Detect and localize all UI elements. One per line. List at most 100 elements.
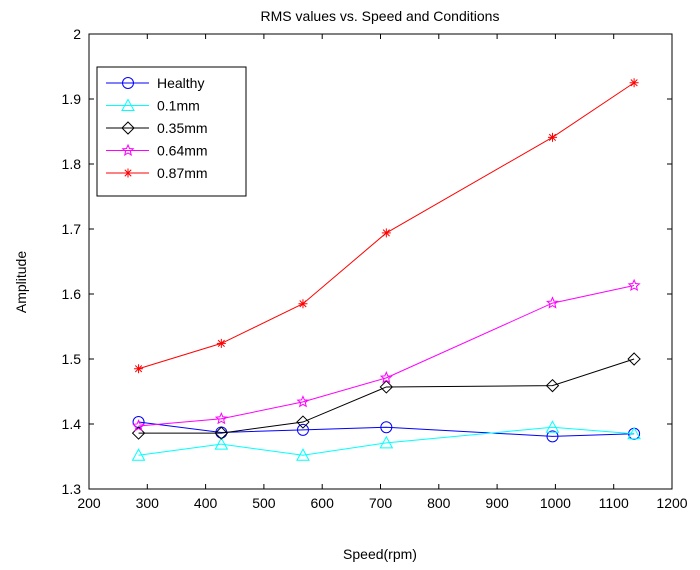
marker-asterisk-d2 — [217, 339, 225, 347]
x-tick-label: 800 — [427, 495, 451, 511]
marker-asterisk-d2 — [134, 365, 143, 373]
data-point-0-35mm — [545, 378, 560, 393]
legend: Healthy 0.1mm 0.35mm 0.64mm 0.87mm — [96, 66, 247, 197]
y-tick-label: 1.4 — [62, 416, 82, 432]
series-line-0-35mm — [138, 358, 635, 434]
legend-marker-0-35mm — [121, 121, 135, 135]
legend-label-0-35mm: 0.35mm — [157, 120, 208, 136]
marker-triangle — [627, 426, 641, 440]
x-tick-label: 900 — [485, 495, 509, 511]
series-line-healthy — [138, 421, 635, 437]
marker-diamond — [545, 378, 560, 393]
marker-circle — [380, 421, 393, 434]
marker-diamond — [296, 415, 310, 429]
legend-marker-0-64mm — [121, 143, 135, 157]
data-point-0-35mm — [296, 415, 310, 429]
y-tick-label: 2 — [73, 26, 81, 42]
y-tick-label: 1.3 — [62, 481, 82, 497]
y-tick-label: 1.7 — [62, 221, 82, 237]
data-point-0-64mm — [379, 371, 393, 384]
legend-label-healthy: Healthy — [157, 75, 204, 91]
marker-star — [296, 395, 310, 408]
data-point-0-1mm — [214, 437, 229, 450]
data-point-0-64mm — [546, 296, 559, 309]
data-point-0-87mm — [547, 132, 557, 142]
marker-triangle — [545, 420, 560, 433]
x-tick-label: 400 — [194, 495, 218, 511]
data-point-healthy — [546, 430, 559, 443]
data-point-0-1mm — [379, 435, 394, 449]
y-tick-label: 1.5 — [62, 351, 82, 367]
data-point-0-64mm — [132, 419, 146, 432]
chart-title: RMS values vs. Speed and Conditions — [261, 8, 500, 24]
data-point-0-64mm — [296, 395, 310, 408]
series-line-0-1mm — [138, 426, 635, 456]
data-point-0-35mm — [131, 426, 146, 440]
x-tick-label: 600 — [311, 495, 335, 511]
marker-star — [214, 411, 228, 425]
data-point-0-35mm — [214, 426, 229, 440]
y-tick-label: 1.6 — [62, 286, 82, 302]
marker-triangle — [131, 448, 146, 461]
marker-triangle — [121, 98, 135, 111]
data-point-0-87mm — [629, 78, 639, 88]
y-tick-label: 1.9 — [62, 91, 82, 107]
marker-asterisk-d2 — [548, 133, 557, 141]
data-point-0-35mm — [379, 380, 394, 394]
marker-star — [546, 296, 559, 309]
data-point-0-64mm — [214, 411, 228, 425]
marker-circle — [296, 423, 309, 436]
x-tick-label: 1100 — [599, 495, 629, 511]
marker-star — [121, 143, 135, 157]
legend-marker-0-1mm — [121, 98, 135, 111]
x-tick-label: 300 — [136, 495, 160, 511]
marker-asterisk-d2 — [630, 79, 638, 87]
marker-diamond — [627, 352, 641, 366]
marker-diamond — [214, 426, 229, 440]
data-point-0-35mm — [627, 352, 641, 366]
marker-circle — [546, 430, 559, 443]
marker-diamond — [131, 426, 146, 440]
legend-label-0-64mm: 0.64mm — [157, 143, 208, 159]
data-point-0-64mm — [627, 278, 641, 292]
legend-marker-0-87mm — [123, 168, 133, 178]
x-tick-label: 500 — [252, 495, 276, 511]
legend-label-0-87mm: 0.87mm — [157, 165, 208, 181]
data-point-0-87mm — [134, 364, 144, 374]
x-tick-label: 200 — [77, 495, 101, 511]
data-point-0-87mm — [298, 299, 308, 309]
marker-diamond — [379, 380, 394, 394]
legend-marker-healthy — [122, 77, 134, 89]
marker-triangle — [214, 437, 229, 450]
marker-asterisk-d2 — [299, 300, 307, 308]
marker-diamond — [121, 121, 135, 135]
marker-triangle — [296, 448, 310, 461]
marker-circle — [122, 77, 134, 89]
legend-label-0-1mm: 0.1mm — [157, 98, 200, 114]
data-point-0-87mm — [381, 228, 391, 238]
x-axis-title: Speed(rpm) — [343, 546, 417, 562]
marker-asterisk-d2 — [124, 169, 132, 177]
x-tick-label: 1000 — [540, 495, 571, 511]
marker-triangle — [379, 435, 394, 449]
data-point-0-87mm — [216, 338, 226, 348]
x-tick-label: 700 — [369, 495, 393, 511]
x-tick-label: 1200 — [656, 495, 687, 511]
data-point-healthy — [296, 423, 309, 436]
marker-asterisk-d2 — [382, 229, 390, 237]
data-point-0-1mm — [627, 426, 641, 440]
legend-box — [96, 66, 247, 197]
data-point-0-1mm — [296, 448, 310, 461]
series-line-0-64mm — [138, 285, 635, 427]
data-point-healthy — [380, 421, 393, 434]
marker-star — [627, 278, 641, 292]
data-point-0-1mm — [545, 420, 560, 433]
marker-star — [132, 419, 146, 432]
series-line-0-87mm — [138, 82, 635, 370]
marker-star — [379, 371, 393, 384]
data-point-0-1mm — [131, 448, 146, 461]
y-tick-label: 1.8 — [62, 156, 82, 172]
y-axis-title: Amplitude — [13, 251, 29, 313]
